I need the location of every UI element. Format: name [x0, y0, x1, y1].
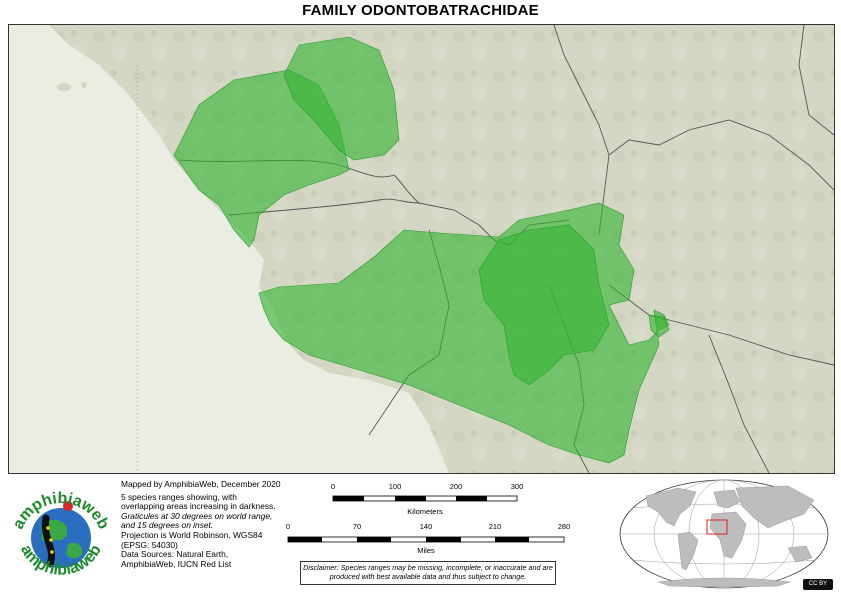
scale-graphics — [287, 495, 565, 543]
map-canvas — [9, 25, 834, 473]
km-scale-bar — [332, 495, 518, 502]
projection-text: Projection is World Robinson, WGS84 (EPS… — [121, 529, 263, 550]
mapped-by-text: Mapped by AmphibiaWeb, December 2020 — [121, 479, 281, 489]
sources-text: Data Sources: Natural Earth, AmphibiaWeb… — [121, 549, 232, 569]
inset-canvas — [619, 479, 829, 589]
ocean-atlantic — [9, 25, 449, 473]
mi-scale-bar — [287, 536, 565, 543]
amphibiaweb-logo: amphibiaweb amphibiaweb — [6, 478, 116, 590]
map-title: FAMILY ODONTOBATRACHIDAE — [302, 2, 539, 19]
mi-tick-4: 280 — [557, 522, 571, 531]
species-ranges — [173, 36, 670, 464]
mi-unit-label: Miles — [417, 546, 435, 555]
island — [57, 83, 71, 91]
africa — [709, 511, 747, 559]
island — [81, 82, 87, 88]
km-tick-1: 100 — [388, 482, 402, 491]
antarctica — [657, 577, 791, 588]
mi-tick-0: 0 — [285, 522, 291, 531]
cc-license-badge[interactable]: CC BY — [803, 579, 833, 590]
frog-icon — [63, 501, 73, 511]
scale-bars: 0 100 200 300 Kilometers 0 70 140 210 28… — [280, 478, 580, 596]
inset-highlight-box — [706, 519, 728, 535]
mi-tick-2: 140 — [419, 522, 433, 531]
km-tick-2: 200 — [449, 482, 463, 491]
south-america — [677, 531, 699, 571]
map-credits: Mapped by AmphibiaWeb, December 2020 5 s… — [121, 479, 281, 569]
salamander-globe-logo: amphibiaweb amphibiaweb — [10, 490, 112, 579]
km-tick-3: 300 — [510, 482, 524, 491]
range-2 — [283, 36, 400, 161]
disclaimer-box: Disclaimer: Species ranges may be missin… — [300, 561, 556, 585]
world-inset-map[interactable] — [618, 478, 830, 590]
europe — [713, 489, 741, 509]
km-unit-label: Kilometers — [407, 507, 443, 516]
graticules-text: Graticules at 30 degrees on world range,… — [121, 510, 273, 531]
inset-continents — [645, 485, 815, 588]
species-note-text: 5 species ranges showing, with overlappi… — [121, 491, 276, 512]
range-5 — [648, 314, 670, 338]
north-america — [645, 487, 697, 527]
range-4 — [478, 224, 610, 386]
mi-tick-3: 210 — [488, 522, 502, 531]
australia — [787, 545, 813, 563]
main-map[interactable] — [8, 24, 835, 474]
range-1 — [173, 69, 350, 248]
mi-tick-1: 70 — [352, 522, 362, 531]
asia — [735, 485, 815, 529]
salamander-icon — [41, 514, 55, 568]
km-tick-0: 0 — [330, 482, 336, 491]
